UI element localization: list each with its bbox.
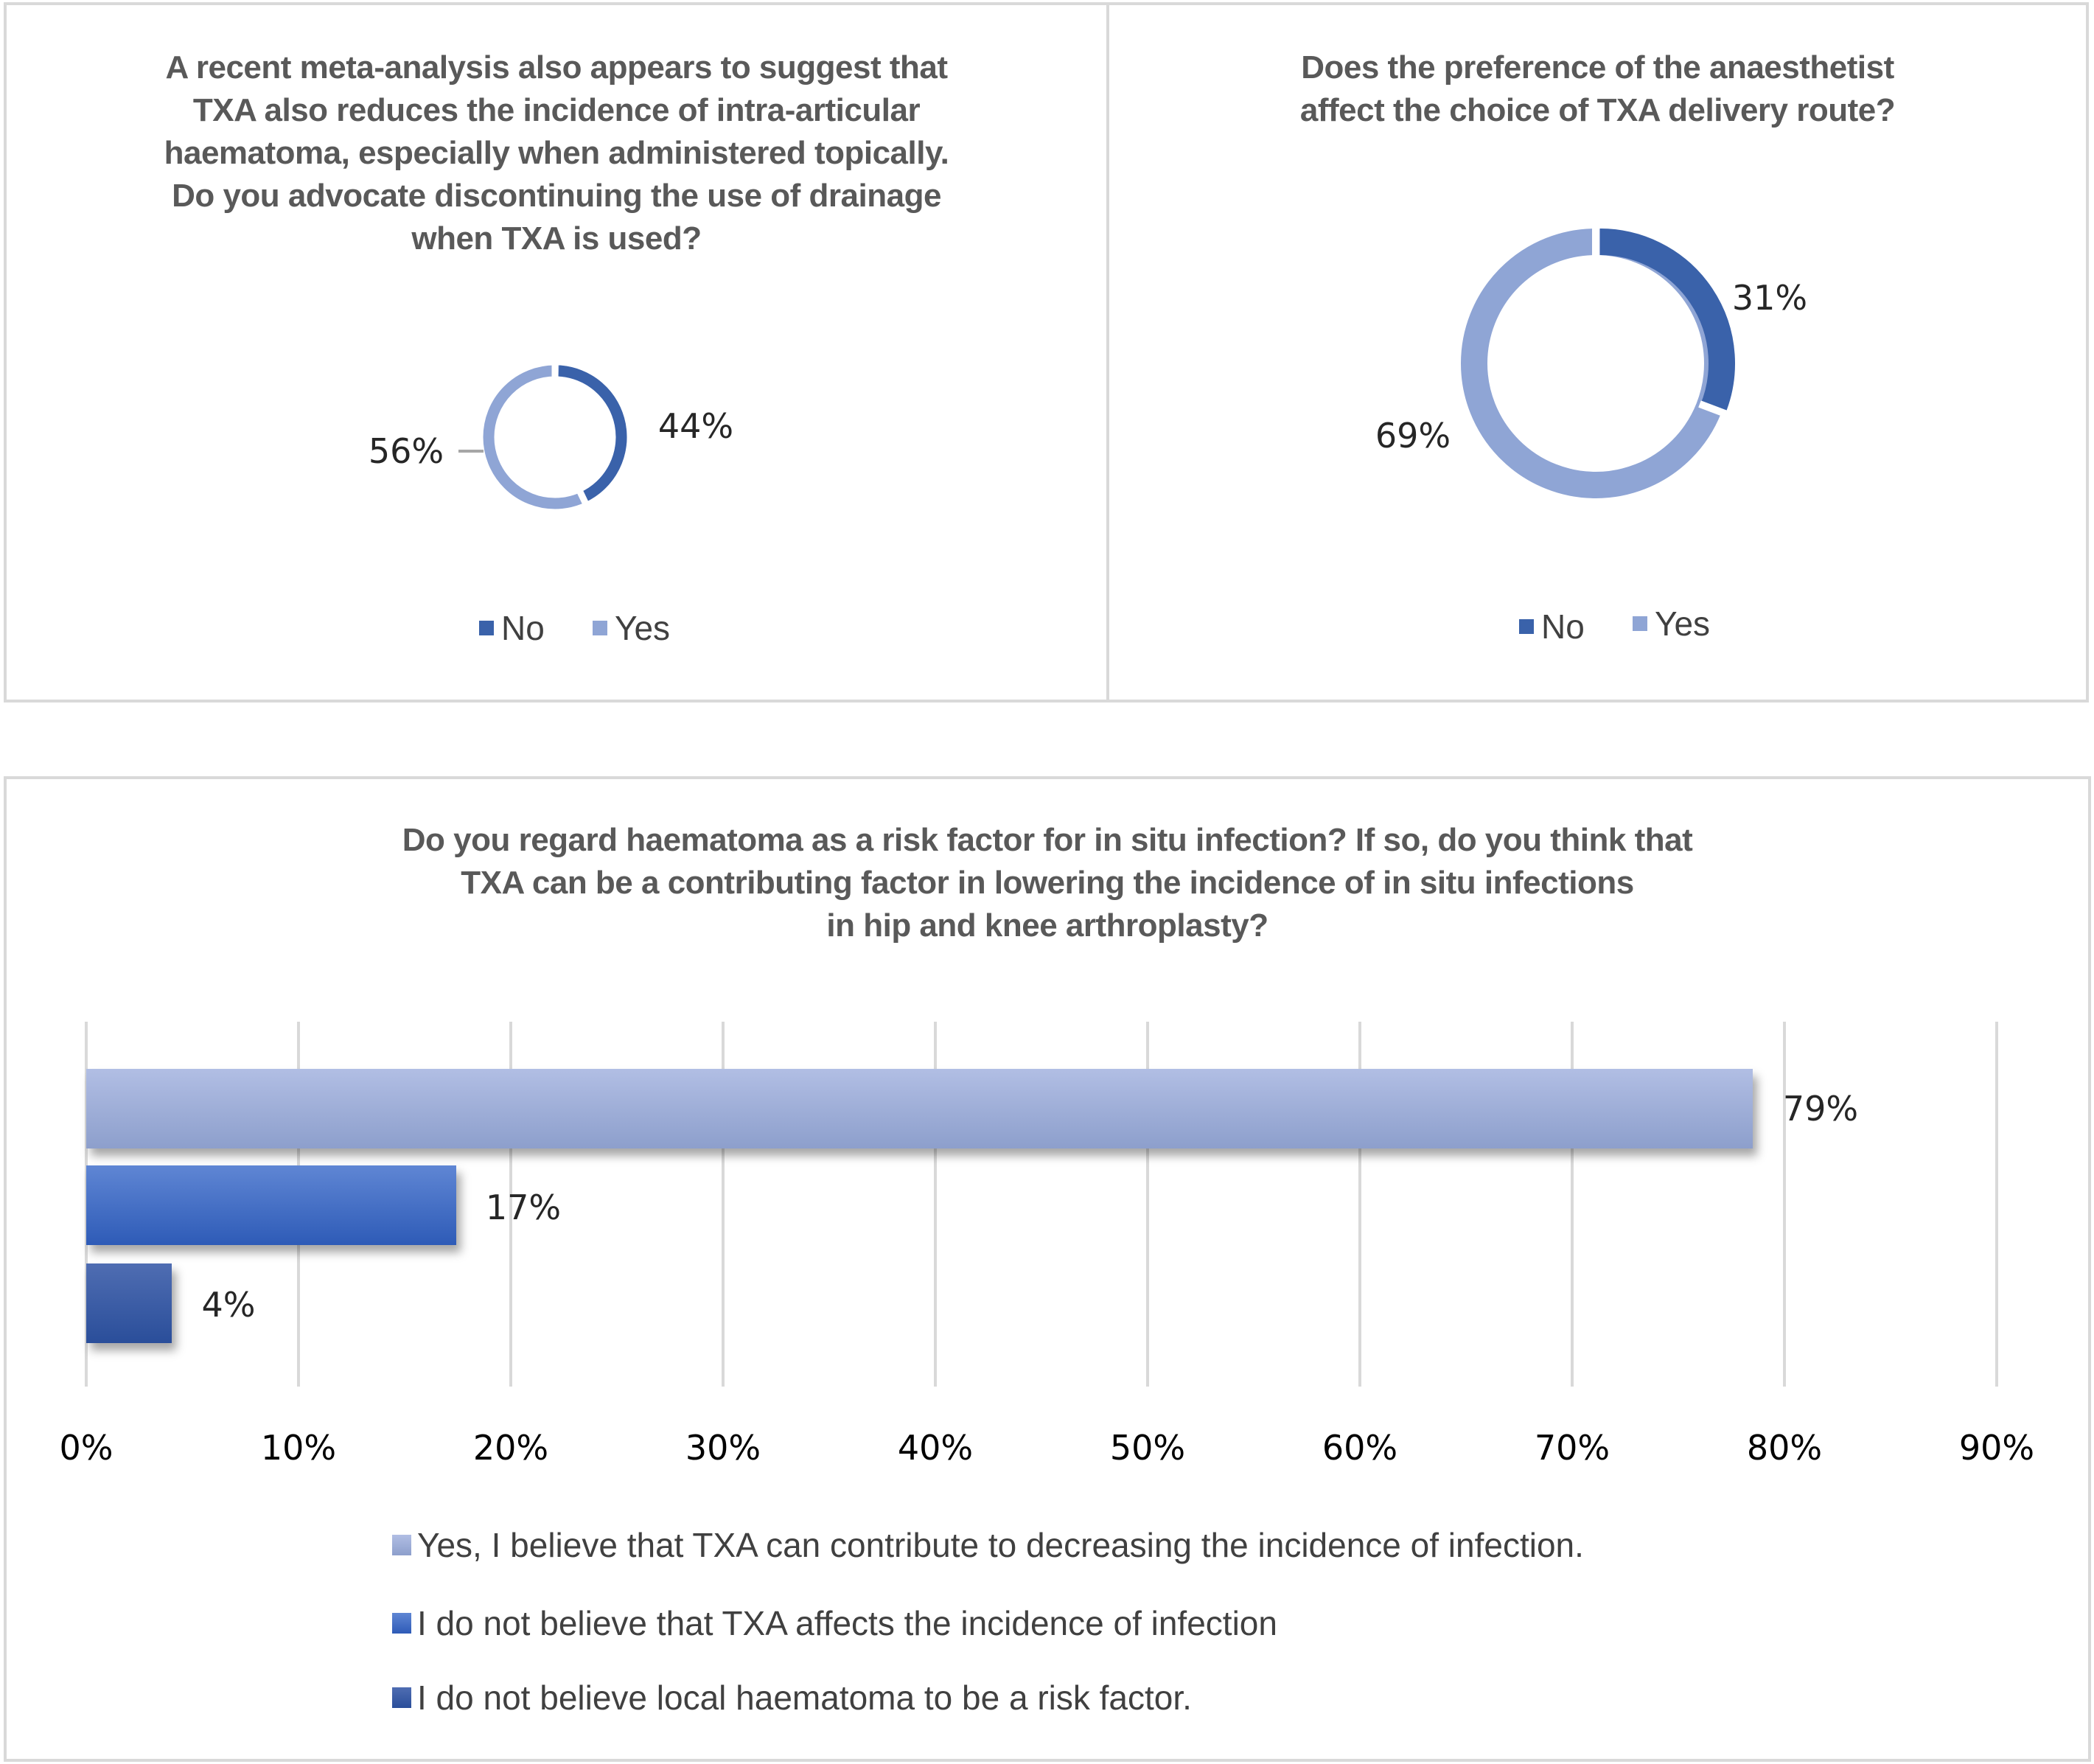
gridline-50 (1146, 1022, 1149, 1387)
tick-label: 0% (59, 1428, 114, 1468)
title-line: TXA can be a contributing factor in lowe… (461, 865, 1634, 901)
tick-label: 30% (685, 1428, 761, 1468)
title-line: A recent meta-analysis also appears to s… (165, 49, 948, 86)
title-line: in hip and knee arthroplasty? (826, 907, 1268, 944)
donut-chart-drainage (458, 363, 627, 509)
donut-segment-no (558, 365, 627, 503)
donut-segment-no (1599, 229, 1735, 415)
bar-yes-decreases-infection (86, 1069, 1753, 1148)
tick-label: 50% (1109, 1428, 1186, 1468)
legend-label: No (1541, 607, 1585, 646)
legend-swatch-no (1519, 619, 1534, 634)
bar-label-4: 4% (201, 1285, 256, 1325)
legend-label: Yes (615, 609, 671, 647)
legend-label: Yes, I believe that TXA can contribute t… (417, 1526, 1584, 1564)
bar-haematoma-not-risk (86, 1263, 172, 1343)
legend-swatch-yes (1633, 616, 1647, 631)
legend-item-not-risk: I do not believe local haematoma to be a… (392, 1678, 1192, 1718)
chart-panel-infection: Do you regard haematoma as a risk factor… (4, 776, 2091, 1762)
legend-swatch (392, 1613, 411, 1634)
title-line: haematoma, especially when administered … (164, 135, 949, 171)
data-label-yes: 69% (1375, 416, 1451, 456)
bar-label-17: 17% (485, 1188, 562, 1227)
tick-label: 90% (1958, 1428, 2035, 1468)
tick-label: 80% (1746, 1428, 1823, 1468)
gridline-80 (1783, 1022, 1786, 1387)
legend-item-no: No (479, 608, 545, 648)
gridline-40 (934, 1022, 937, 1387)
gridline-20 (509, 1022, 512, 1387)
legend-swatch (392, 1687, 411, 1708)
legend-item-yes-decreases: Yes, I believe that TXA can contribute t… (392, 1525, 1584, 1565)
tick-label: 60% (1322, 1428, 1398, 1468)
chart-title: Do you regard haematoma as a risk factor… (7, 819, 2088, 947)
gridline-60 (1358, 1022, 1361, 1387)
title-line: when TXA is used? (411, 220, 702, 257)
tick-label: 20% (472, 1428, 549, 1468)
gridline-70 (1571, 1022, 1574, 1387)
chart-title: Does the preference of the anaesthetist … (1109, 46, 2086, 132)
legend-item-yes: Yes (1633, 604, 1710, 644)
tick-label: 40% (897, 1428, 974, 1468)
title-line: Do you regard haematoma as a risk factor… (402, 822, 1693, 858)
legend-item-no-effect: I do not believe that TXA affects the in… (392, 1603, 1277, 1643)
data-label-yes: 56% (368, 431, 444, 471)
data-label-no: 31% (1731, 278, 1808, 318)
bar-no-effect-on-infection (86, 1165, 456, 1245)
legend-item-no: No (1519, 607, 1585, 646)
legend-swatch (392, 1535, 411, 1555)
legend-label: Yes (1655, 604, 1711, 643)
legend-swatch-yes (593, 621, 607, 635)
gridline-90 (1995, 1022, 1998, 1387)
title-line: Does the preference of the anaesthetist (1301, 49, 1894, 86)
title-line: TXA also reduces the incidence of intra-… (192, 92, 921, 128)
title-line: Do you advocate discontinuing the use of… (172, 178, 941, 214)
donut-chart-anaesthetist (1461, 227, 1735, 498)
chart-title: A recent meta-analysis also appears to s… (7, 46, 1106, 260)
title-line: affect the choice of TXA delivery route? (1299, 92, 1896, 128)
legend-swatch-no (479, 621, 494, 635)
legend-label: No (501, 609, 545, 647)
chart-panel-drainage: A recent meta-analysis also appears to s… (4, 2, 1109, 703)
data-label-no: 44% (657, 406, 734, 446)
tick-label: 10% (260, 1428, 337, 1468)
legend-item-yes: Yes (593, 608, 670, 648)
legend-label: I do not believe local haematoma to be a… (417, 1678, 1192, 1717)
legend-label: I do not believe that TXA affects the in… (417, 1604, 1277, 1642)
bar-label-79: 79% (1782, 1089, 1859, 1129)
gridline-30 (722, 1022, 725, 1387)
tick-label: 70% (1534, 1428, 1610, 1468)
chart-panel-anaesthetist: Does the preference of the anaesthetist … (1106, 2, 2089, 703)
